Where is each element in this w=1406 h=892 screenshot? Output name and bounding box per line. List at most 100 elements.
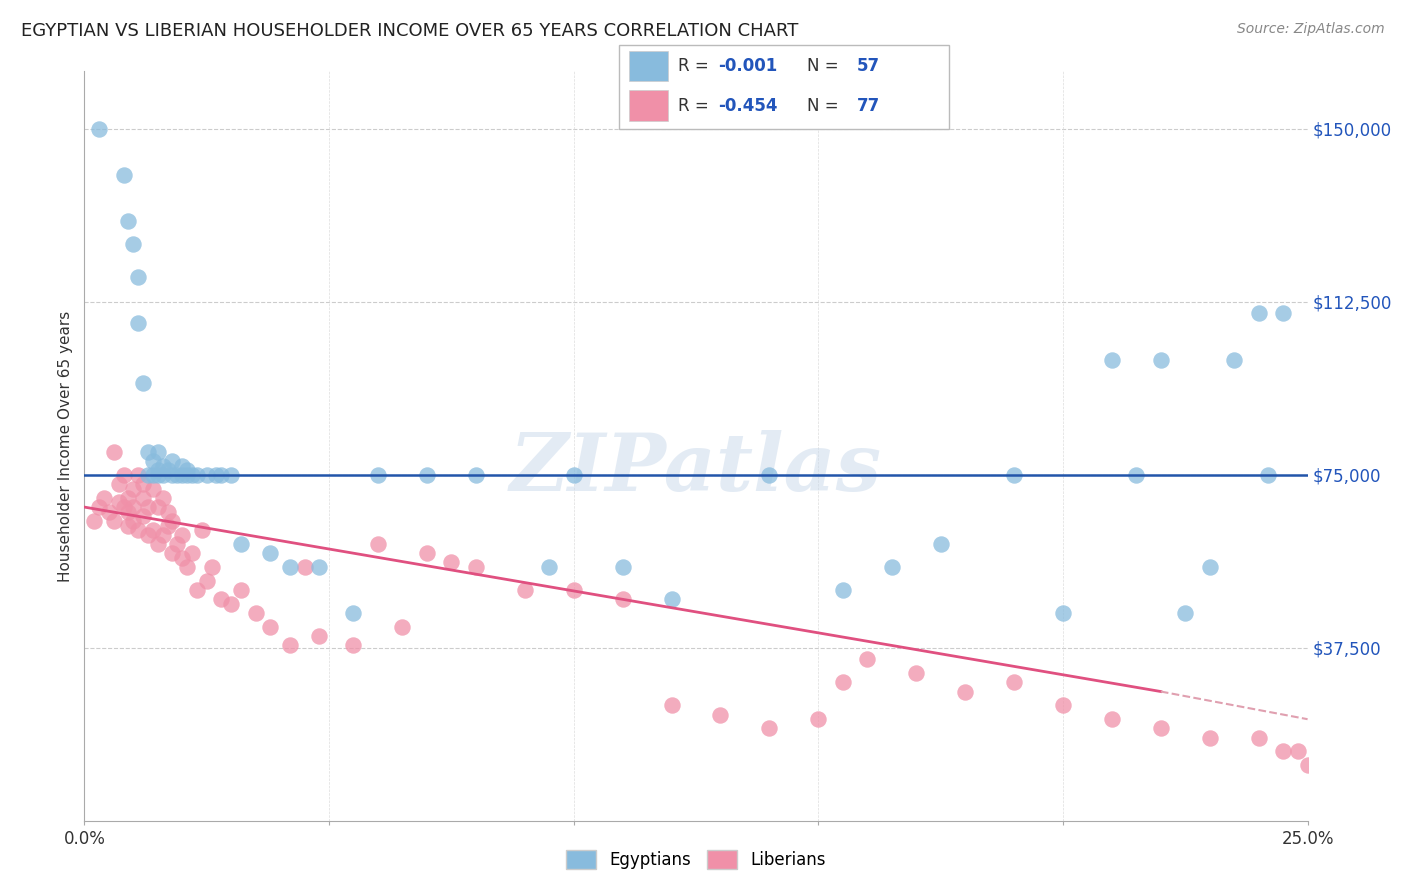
- Point: [162, 546, 184, 560]
- Point: [136, 467, 159, 482]
- Point: [127, 269, 149, 284]
- Point: [391, 620, 413, 634]
- FancyBboxPatch shape: [628, 51, 668, 81]
- Point: [308, 629, 330, 643]
- Point: [122, 237, 145, 252]
- Point: [245, 606, 267, 620]
- Point: [132, 477, 155, 491]
- Point: [172, 458, 194, 473]
- Point: [229, 583, 252, 598]
- Point: [142, 482, 165, 496]
- Point: [1257, 467, 1279, 482]
- Point: [87, 500, 110, 514]
- Point: [152, 491, 174, 505]
- Point: [209, 592, 232, 607]
- Point: [205, 467, 228, 482]
- Point: [562, 467, 585, 482]
- Point: [464, 467, 486, 482]
- Text: -0.001: -0.001: [718, 57, 778, 75]
- Point: [259, 546, 281, 560]
- Point: [97, 505, 120, 519]
- Text: R =: R =: [678, 57, 714, 75]
- Point: [229, 537, 252, 551]
- Point: [117, 214, 139, 228]
- Point: [146, 463, 169, 477]
- Point: [172, 550, 194, 565]
- Point: [152, 467, 174, 482]
- Point: [136, 500, 159, 514]
- Point: [440, 556, 463, 570]
- Point: [142, 467, 165, 482]
- Point: [112, 500, 135, 514]
- Point: [1174, 606, 1197, 620]
- Point: [1296, 758, 1319, 772]
- Point: [122, 482, 145, 496]
- Point: [1247, 306, 1270, 320]
- Point: [538, 560, 561, 574]
- Point: [831, 675, 853, 690]
- Point: [200, 560, 222, 574]
- Point: [87, 122, 110, 136]
- Point: [905, 666, 928, 681]
- Point: [464, 560, 486, 574]
- Point: [1125, 467, 1147, 482]
- Text: Source: ZipAtlas.com: Source: ZipAtlas.com: [1237, 22, 1385, 37]
- Point: [1150, 352, 1173, 367]
- Point: [112, 467, 135, 482]
- Point: [166, 537, 188, 551]
- Point: [107, 477, 129, 491]
- Point: [831, 583, 853, 598]
- Point: [416, 467, 439, 482]
- Point: [367, 467, 389, 482]
- Point: [122, 514, 145, 528]
- Point: [172, 467, 194, 482]
- Point: [1002, 675, 1025, 690]
- Point: [1198, 731, 1220, 745]
- Point: [127, 316, 149, 330]
- Point: [132, 509, 155, 524]
- Point: [186, 583, 208, 598]
- FancyBboxPatch shape: [628, 90, 668, 120]
- Text: ZIPatlas: ZIPatlas: [510, 430, 882, 508]
- Point: [342, 606, 364, 620]
- Point: [278, 639, 301, 653]
- Point: [93, 491, 115, 505]
- Point: [416, 546, 439, 560]
- Point: [166, 467, 188, 482]
- Point: [661, 592, 683, 607]
- Point: [172, 528, 194, 542]
- Point: [219, 597, 242, 611]
- Point: [127, 523, 149, 537]
- Point: [132, 491, 155, 505]
- Point: [880, 560, 903, 574]
- Point: [661, 698, 683, 713]
- Point: [278, 560, 301, 574]
- Y-axis label: Householder Income Over 65 years: Householder Income Over 65 years: [58, 310, 73, 582]
- Point: [117, 491, 139, 505]
- Point: [953, 684, 976, 698]
- Point: [294, 560, 316, 574]
- Point: [176, 463, 198, 477]
- Point: [112, 168, 135, 182]
- Point: [1272, 306, 1295, 320]
- Point: [209, 467, 232, 482]
- Point: [152, 528, 174, 542]
- Point: [1052, 606, 1074, 620]
- Point: [562, 583, 585, 598]
- Point: [186, 467, 208, 482]
- Point: [709, 707, 731, 722]
- Text: N =: N =: [807, 57, 844, 75]
- Point: [259, 620, 281, 634]
- Point: [117, 505, 139, 519]
- Point: [1286, 744, 1309, 758]
- Point: [162, 454, 184, 468]
- Point: [612, 560, 634, 574]
- Point: [142, 454, 165, 468]
- Point: [1223, 352, 1246, 367]
- Point: [807, 712, 830, 726]
- Point: [1002, 467, 1025, 482]
- Point: [1052, 698, 1074, 713]
- Point: [191, 523, 214, 537]
- Point: [219, 467, 242, 482]
- Point: [162, 514, 184, 528]
